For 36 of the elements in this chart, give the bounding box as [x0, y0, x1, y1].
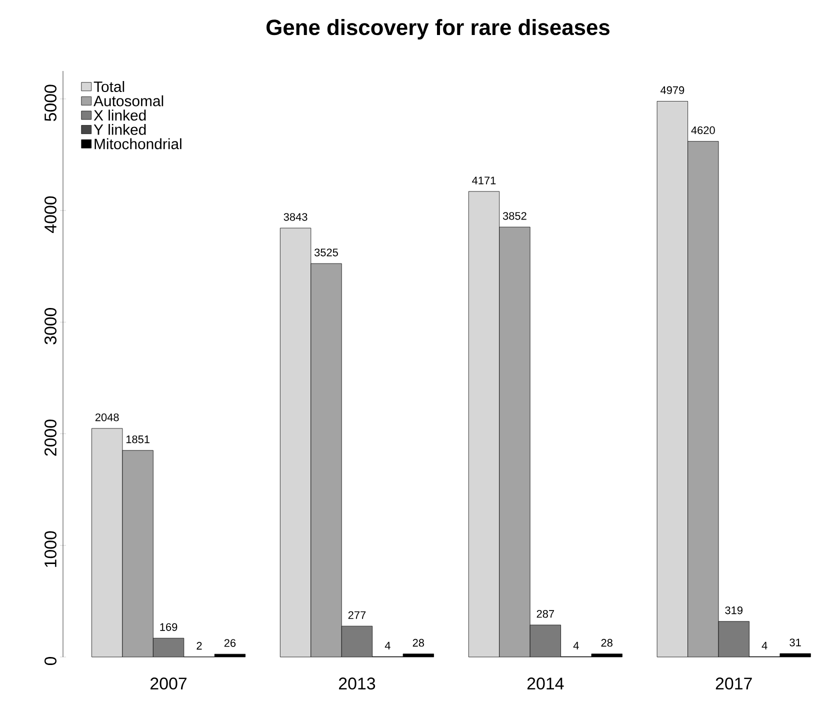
data-label: 319 [725, 606, 742, 614]
data-label: 4979 [660, 86, 684, 94]
data-label: 4 [384, 642, 390, 650]
data-label: 2048 [95, 413, 119, 422]
data-label: 3525 [314, 248, 338, 256]
data-label: 1851 [126, 435, 150, 444]
x-tick-label: 2014 [527, 678, 564, 690]
legend-label: X linked [94, 110, 146, 121]
x-tick-label: 2017 [716, 678, 752, 690]
data-label: 4 [573, 642, 579, 650]
legend-label: Mitochondrial [94, 138, 182, 150]
x-tick-label: 2013 [338, 678, 376, 690]
y-tick-label: 4000 [44, 196, 56, 233]
data-label: 3843 [284, 213, 308, 221]
legend-label: Total [94, 81, 124, 92]
data-label: 169 [160, 623, 178, 631]
data-label: 28 [601, 638, 612, 647]
data-label: 26 [224, 639, 236, 647]
data-label: 3852 [502, 212, 526, 220]
data-label: 4620 [691, 126, 715, 134]
data-label: 31 [790, 638, 801, 646]
data-label: 277 [348, 611, 366, 619]
data-label: 28 [412, 638, 424, 647]
y-tick-label: 2000 [44, 420, 56, 456]
data-label: 2 [196, 642, 202, 650]
y-tick-label: 5000 [44, 84, 56, 122]
chart-title: Gene discovery for rare diseases [266, 19, 610, 40]
x-tick-label: 2007 [150, 678, 187, 690]
y-tick-label: 1000 [44, 531, 56, 567]
data-label: 4171 [472, 176, 496, 184]
y-tick-label: 0 [44, 656, 56, 666]
y-tick-label: 3000 [44, 308, 56, 344]
legend-label: Autosomal [94, 95, 164, 106]
legend-label: Y linked [94, 124, 146, 135]
data-label: 287 [536, 610, 554, 618]
data-label: 4 [762, 642, 768, 650]
